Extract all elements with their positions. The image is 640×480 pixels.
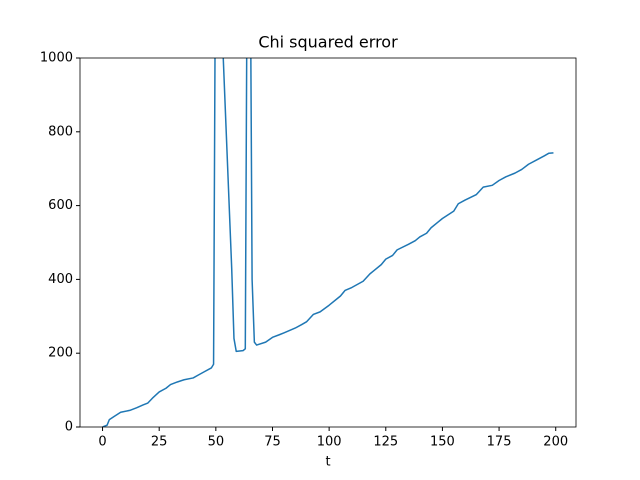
axes-frame [79,57,577,428]
x-tick-label: 125 [373,435,398,450]
x-axis-label: t [325,455,330,470]
x-tick-label: 75 [264,435,281,450]
x-tick-label: 25 [151,435,168,450]
y-tick-label: 0 [65,420,73,435]
x-tick-label: 175 [487,435,512,450]
y-tick-label: 1000 [40,51,73,66]
y-tick-label: 800 [48,124,73,139]
plot-area [102,58,554,427]
x-tick-label: 200 [543,435,568,450]
data-line [102,58,554,427]
y-tick-label: 600 [48,198,73,213]
y-tick-label: 400 [48,272,73,287]
x-tick-label: 150 [430,435,455,450]
x-tick-label: 100 [317,435,342,450]
y-tick-label: 200 [48,346,73,361]
chart-title: Chi squared error [258,33,398,52]
x-tick-label: 0 [98,435,106,450]
x-tick-label: 50 [208,435,225,450]
